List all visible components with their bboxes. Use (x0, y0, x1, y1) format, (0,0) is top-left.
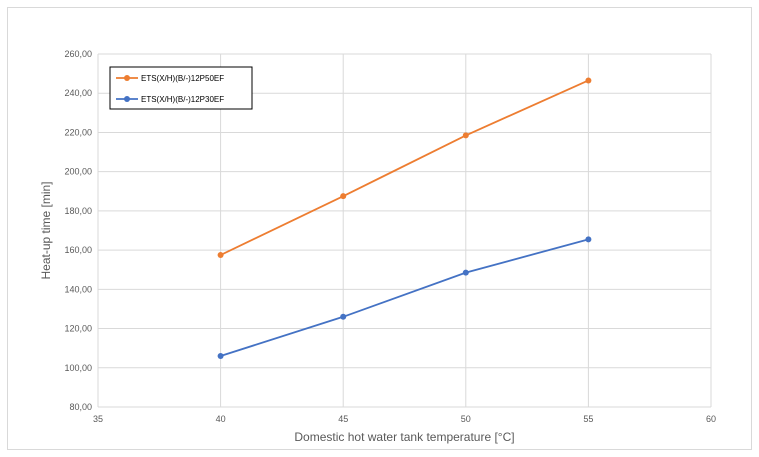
x-axis-title: Domestic hot water tank temperature [°C] (294, 430, 514, 444)
x-tick-label: 55 (583, 414, 593, 424)
series-layer (217, 77, 592, 360)
x-tick-label: 45 (338, 414, 348, 424)
y-tick-label: 200,00 (64, 167, 92, 177)
x-tick-label: 40 (216, 414, 226, 424)
legend-swatch-marker (124, 96, 130, 102)
y-tick-label: 240,00 (64, 88, 92, 98)
y-tick-label: 260,00 (64, 49, 92, 59)
y-axis-title: Heat-up time [min] (39, 181, 53, 279)
legend-label: ETS(X/H)(B/-)12P30EF (141, 95, 224, 104)
legend-swatch-marker (124, 75, 130, 81)
data-point (462, 132, 469, 139)
legend: ETS(X/H)(B/-)12P50EF ETS(X/H)(B/-)12P30EF (109, 66, 253, 110)
data-point (340, 193, 347, 200)
data-point (340, 313, 347, 320)
x-tick-label: 35 (93, 414, 103, 424)
legend-box (109, 66, 253, 110)
y-tick-label: 160,00 (64, 245, 92, 255)
tick-labels: 80,00 100,00 120,00 140,00 160,00 180,00 200,0… (64, 49, 716, 424)
series-line-1 (220, 79, 589, 256)
y-tick-label: 220,00 (64, 127, 92, 137)
legend-label: ETS(X/H)(B/-)12P50EF (141, 74, 224, 83)
data-point (585, 77, 592, 84)
series-line-2 (220, 238, 589, 357)
x-tick-label: 50 (461, 414, 471, 424)
data-point (217, 353, 224, 360)
data-point (585, 236, 592, 243)
data-point (217, 252, 224, 259)
data-point (462, 269, 469, 276)
x-tick-label: 60 (706, 414, 716, 424)
y-tick-label: 80,00 (69, 402, 92, 412)
y-tick-label: 180,00 (64, 206, 92, 216)
y-tick-label: 120,00 (64, 324, 92, 334)
y-tick-label: 100,00 (64, 363, 92, 373)
y-tick-label: 140,00 (64, 284, 92, 294)
